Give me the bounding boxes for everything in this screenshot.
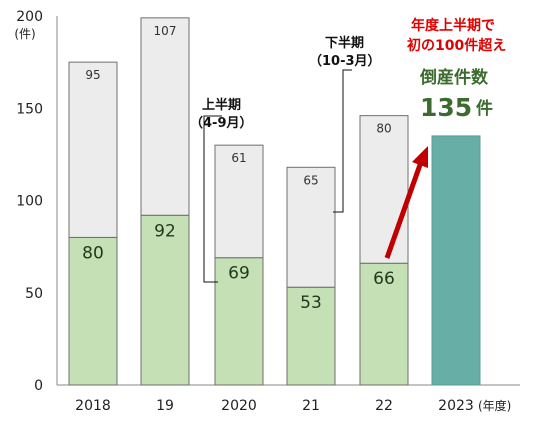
- bar-second-half: [140, 17, 190, 216]
- y-tick-label: 0: [34, 378, 43, 394]
- y-tick-label: 200: [16, 9, 43, 25]
- red-note-line1: 年度上半期で: [411, 17, 495, 34]
- bar-second-half: [214, 144, 264, 259]
- red-note-line2: 初の100件超え: [407, 37, 506, 54]
- axes: 0 50 100 150 200 (件) 2018 19 2020 21 22 2023 (年度): [14, 9, 520, 414]
- y-axis-unit: (件): [14, 27, 35, 41]
- data-label-second-half: 107: [154, 24, 177, 38]
- bars: [68, 17, 481, 386]
- x-tick-label: 2020: [221, 398, 257, 414]
- data-label-second-half: 65: [303, 173, 318, 187]
- first-half-label-line2: （4-9月）: [190, 115, 253, 131]
- data-label-first-half: 92: [154, 221, 176, 241]
- x-tick-label: 19: [156, 398, 174, 414]
- bar-second-half: [286, 166, 336, 288]
- second-half-callout: 下半期 （10-3月）: [309, 35, 381, 213]
- bar-first-half: [359, 262, 409, 386]
- data-label-first-half: 53: [300, 293, 322, 313]
- data-labels: 80 95 92 107 69 61 53 65 66 80: [82, 24, 395, 313]
- bar-total-2023: [431, 135, 481, 386]
- bar-second-half: [359, 115, 409, 264]
- x-tick-label: 2018: [75, 398, 111, 414]
- x-axis-suffix: (年度): [478, 398, 511, 413]
- bar-first-half: [286, 286, 336, 386]
- y-tick-label: 150: [16, 101, 43, 117]
- red-arrow: [384, 146, 428, 259]
- y-tick-label: 100: [16, 194, 43, 210]
- bankruptcy-count-unit: 件: [476, 98, 493, 119]
- red-arrow-head: [412, 146, 428, 168]
- first-half-label-line1: 上半期: [202, 97, 241, 113]
- bankruptcy-count-title: 倒産件数: [419, 67, 489, 88]
- bar-second-half: [68, 61, 118, 238]
- data-label-second-half: 95: [85, 68, 100, 82]
- data-label-second-half: 80: [376, 122, 391, 136]
- first-half-leader-line: [203, 115, 222, 283]
- bankruptcy-count-callout: 倒産件数 135 件: [419, 67, 493, 122]
- data-label-first-half: 69: [228, 264, 250, 284]
- data-label-first-half: 80: [82, 243, 104, 263]
- bar-first-half: [214, 257, 264, 386]
- first-half-callout: 上半期 （4-9月）: [190, 97, 253, 283]
- red-note: 年度上半期で 初の100件超え: [407, 17, 506, 54]
- bankruptcy-count-value: 135: [420, 93, 472, 122]
- data-label-second-half: 61: [231, 151, 246, 165]
- second-half-label-line2: （10-3月）: [309, 53, 381, 69]
- x-tick-label: 2023: [438, 398, 474, 414]
- data-label-first-half: 66: [373, 269, 395, 289]
- second-half-label-line1: 下半期: [325, 35, 364, 51]
- y-tick-label: 50: [25, 286, 43, 302]
- x-tick-label: 22: [375, 398, 393, 414]
- x-tick-label: 21: [302, 398, 320, 414]
- annotations: 上半期 （4-9月） 下半期 （10-3月） 年度上半期で 初の100件超え 倒…: [190, 17, 506, 283]
- second-half-leader-line: [333, 69, 352, 213]
- red-arrow-shaft: [384, 161, 424, 259]
